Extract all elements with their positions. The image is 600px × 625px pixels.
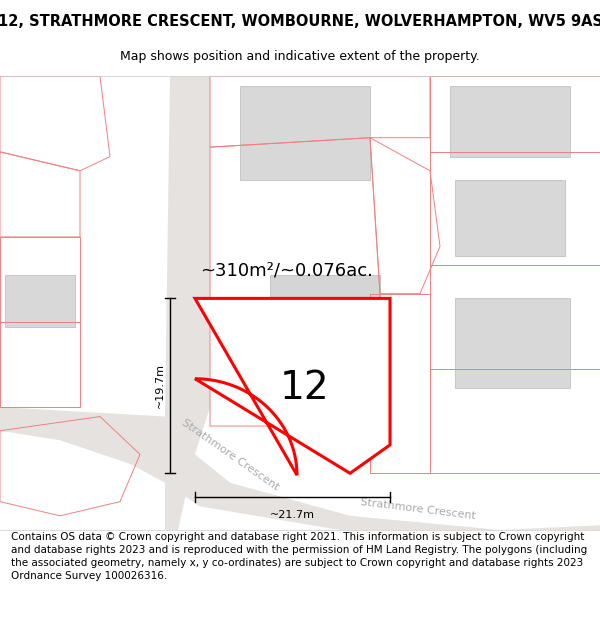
Polygon shape xyxy=(165,76,210,530)
Text: Strathmore Crescent: Strathmore Crescent xyxy=(180,417,281,492)
Text: ~19.7m: ~19.7m xyxy=(155,363,165,408)
Text: ~310m²/~0.076ac.: ~310m²/~0.076ac. xyxy=(200,261,373,279)
Text: ~21.7m: ~21.7m xyxy=(270,510,315,520)
Polygon shape xyxy=(0,407,600,530)
Text: Map shows position and indicative extent of the property.: Map shows position and indicative extent… xyxy=(120,50,480,63)
Polygon shape xyxy=(195,298,390,475)
Text: 12: 12 xyxy=(280,369,330,408)
Bar xyxy=(455,298,570,388)
Bar xyxy=(450,86,570,157)
Bar xyxy=(455,180,565,256)
Bar xyxy=(5,275,75,327)
Bar xyxy=(240,86,370,180)
Text: Strathmore Crescent: Strathmore Crescent xyxy=(360,497,476,521)
Text: 12, STRATHMORE CRESCENT, WOMBOURNE, WOLVERHAMPTON, WV5 9AS: 12, STRATHMORE CRESCENT, WOMBOURNE, WOLV… xyxy=(0,14,600,29)
Text: Contains OS data © Crown copyright and database right 2021. This information is : Contains OS data © Crown copyright and d… xyxy=(11,532,587,581)
Bar xyxy=(270,275,380,398)
